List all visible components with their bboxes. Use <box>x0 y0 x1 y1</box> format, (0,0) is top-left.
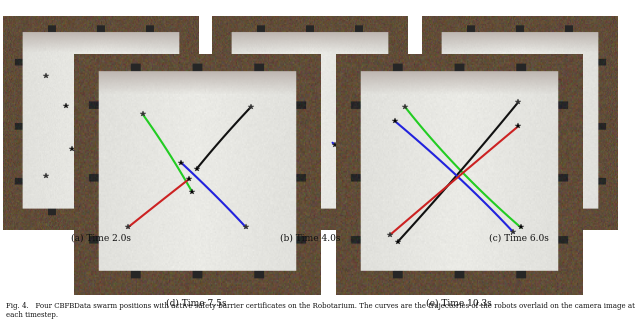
Text: (b) Time 4.0s: (b) Time 4.0s <box>280 234 340 243</box>
Text: (c) Time 6.0s: (c) Time 6.0s <box>490 234 549 243</box>
Text: (a) Time 2.0s: (a) Time 2.0s <box>71 234 131 243</box>
Text: (e) Time 10.3s: (e) Time 10.3s <box>426 299 492 308</box>
Text: Fig. 4.   Four CBFBData swarm positions with active safety barrier certificates : Fig. 4. Four CBFBData swarm positions wi… <box>6 302 636 319</box>
Text: (d) Time 7.5s: (d) Time 7.5s <box>166 299 227 308</box>
